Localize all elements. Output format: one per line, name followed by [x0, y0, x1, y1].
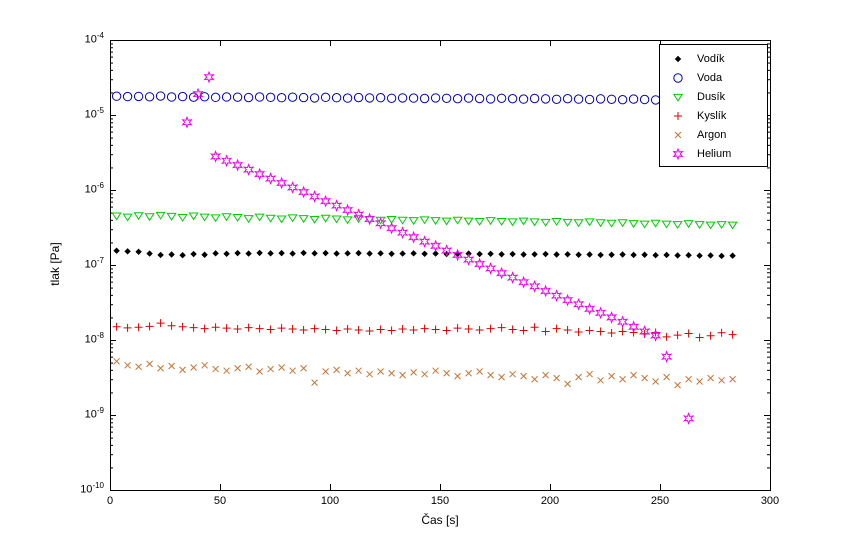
x-tick-label: 200 [540, 495, 560, 507]
legend-label: Helium [697, 147, 732, 160]
dusik-marker-icon [672, 93, 684, 102]
series-voda [111, 91, 738, 105]
legend-label: Voda [697, 71, 723, 84]
legend-item-vodik: Vodík [660, 49, 767, 68]
kyslik-marker-icon [674, 111, 682, 120]
legend-item-helium: Helium [660, 144, 767, 163]
series-dusik [111, 211, 738, 230]
x-tick-label: 150 [430, 495, 450, 507]
legend-item-dusik: Dusík [660, 87, 767, 106]
y-tick-label: 10-7 [84, 256, 104, 271]
vodik-marker-icon [674, 55, 682, 62]
series-argon [113, 357, 736, 389]
series-kyslik [112, 319, 737, 342]
x-tick-label: 0 [106, 495, 114, 507]
legend-item-voda: Voda [660, 68, 767, 87]
x-tick-label: 250 [650, 495, 670, 507]
y-tick-label: 10-8 [84, 331, 104, 346]
x-tick-label: 100 [320, 495, 340, 507]
argon-marker-icon [674, 131, 682, 138]
y-tick-label: 10-9 [84, 406, 104, 421]
legend-label: Kyslík [697, 109, 727, 122]
y-tick-label: 10-10 [80, 481, 104, 496]
voda-marker-icon [673, 72, 683, 83]
legend-label: Argon [697, 128, 727, 141]
legend: Vodík Voda Dusík Kyslík Argon Helium [659, 44, 768, 167]
legend-label: Dusík [697, 90, 726, 103]
x-tick-label: 50 [213, 495, 227, 507]
y-tick-label: 10-5 [84, 106, 104, 121]
legend-label: Vodík [697, 52, 725, 65]
series-helium [181, 70, 695, 425]
x-axis-label: Čas [s] [421, 513, 459, 527]
y-tick-label: 10-4 [84, 31, 104, 46]
x-tick-label: 300 [760, 495, 780, 507]
helium-marker-icon [672, 147, 684, 160]
y-tick-label: 10-6 [84, 181, 104, 196]
legend-item-argon: Argon [660, 125, 767, 144]
legend-item-kyslik: Kyslík [660, 106, 767, 125]
series-vodik [113, 247, 736, 260]
